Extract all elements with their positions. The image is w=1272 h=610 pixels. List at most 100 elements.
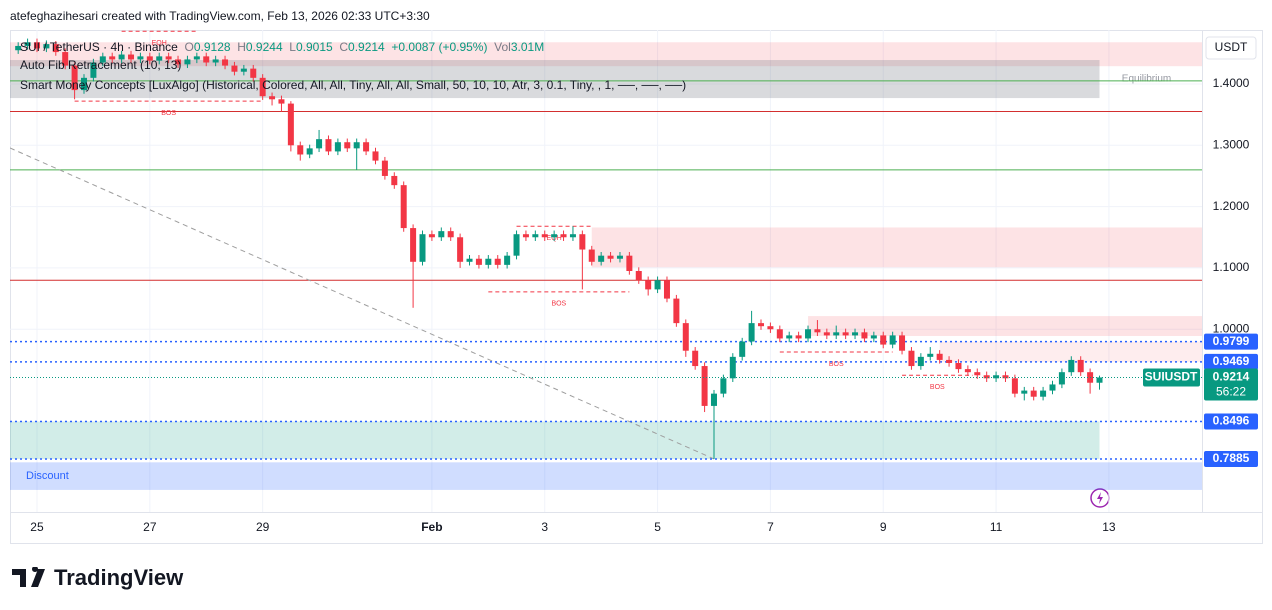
candle-body xyxy=(353,142,360,149)
candle-body xyxy=(109,56,116,60)
candle-body xyxy=(344,142,351,149)
candle-body xyxy=(165,56,172,60)
price-label-box xyxy=(1204,368,1258,401)
zone xyxy=(10,462,1202,490)
zone xyxy=(10,42,1202,67)
candle-body xyxy=(287,103,294,146)
y-tick-label: 1.4000 xyxy=(1213,76,1250,90)
candle-body xyxy=(231,65,238,72)
candle-body xyxy=(569,234,576,238)
candle-body xyxy=(175,59,182,65)
y-tick-label: 1.3000 xyxy=(1213,137,1250,151)
candle-body xyxy=(645,280,652,290)
candle-body xyxy=(1011,378,1018,394)
candle-body xyxy=(758,323,765,327)
symbol-label-box xyxy=(1143,368,1200,387)
candle-body xyxy=(1002,375,1009,379)
candle-body xyxy=(654,280,661,290)
candle-body xyxy=(494,258,501,265)
candle-body xyxy=(400,185,407,229)
candle-body xyxy=(325,139,332,152)
candle-body xyxy=(833,332,840,336)
currency: USDT xyxy=(1215,40,1248,54)
level-label: 0.9469 xyxy=(1213,354,1250,368)
candle-body xyxy=(99,56,106,63)
o-value: 0.9128 xyxy=(193,40,231,54)
c-value: 0.9214 xyxy=(348,40,385,54)
o-label: O xyxy=(184,40,194,54)
candle-body xyxy=(748,323,755,342)
candle-body xyxy=(955,362,962,370)
candle-body xyxy=(1040,390,1047,397)
candle-body xyxy=(306,148,313,155)
candle-body xyxy=(90,62,97,78)
candle-body xyxy=(993,375,1000,379)
candle-body xyxy=(259,77,266,97)
h-value: 0.9244 xyxy=(245,40,283,54)
level-label: 0.9799 xyxy=(1213,334,1250,348)
indicator[interactable]: Auto Fib Retracement (10, 13) xyxy=(20,58,182,72)
candle-body xyxy=(946,359,953,363)
candle-body xyxy=(269,96,276,100)
l-label: L xyxy=(289,40,296,54)
countdown: 56:22 xyxy=(1216,385,1246,399)
price-label: 0.9214 xyxy=(1213,370,1250,384)
candle-body xyxy=(391,175,398,186)
indicator[interactable]: Smart Money Concepts [LuxAlgo] (Historic… xyxy=(20,78,687,92)
level-label-box xyxy=(1204,333,1258,350)
x-tick-label: 5 xyxy=(654,520,661,534)
candle-body xyxy=(729,356,736,379)
candle-body xyxy=(212,59,219,63)
candle-body xyxy=(701,366,708,406)
vol-value: 3.01M xyxy=(510,40,545,54)
zone xyxy=(939,341,1202,362)
candle-body xyxy=(466,258,473,262)
candle-body xyxy=(861,332,868,339)
candle-body xyxy=(899,335,906,351)
candle-body xyxy=(334,142,341,152)
candle-body xyxy=(62,52,69,66)
candle-body xyxy=(786,335,793,339)
candle-body xyxy=(278,99,285,104)
candle-body xyxy=(682,323,689,351)
footer: TradingView xyxy=(12,565,183,591)
candle-body xyxy=(71,65,78,91)
candle-body xyxy=(889,335,896,345)
candle-body xyxy=(410,228,417,262)
candle-body xyxy=(560,234,567,238)
level-label-box xyxy=(1204,450,1258,467)
candle-body xyxy=(964,369,971,373)
h-label: H xyxy=(237,40,246,54)
level-label: 0.7885 xyxy=(1213,451,1250,465)
zone xyxy=(808,316,1202,337)
candle-body xyxy=(626,255,633,271)
candle-body xyxy=(607,255,614,259)
x-tick-label: 11 xyxy=(990,520,1003,534)
candle-body xyxy=(842,332,849,336)
candle-body xyxy=(692,350,699,367)
candle-body xyxy=(616,255,623,259)
vol-label: Vol xyxy=(494,40,511,54)
candle-body xyxy=(1058,372,1065,385)
candle-body xyxy=(128,54,135,60)
zone xyxy=(591,227,1202,268)
structure-label: BOS xyxy=(161,110,176,117)
x-tick-label: 13 xyxy=(1102,520,1116,534)
y-tick-label: 1.1000 xyxy=(1213,260,1250,274)
candle-body xyxy=(823,332,830,336)
x-tick-label: 27 xyxy=(143,520,157,534)
candle-body xyxy=(222,59,229,66)
candle-body xyxy=(297,145,304,155)
candle-body xyxy=(720,378,727,394)
candle-body xyxy=(419,234,426,262)
candle-body xyxy=(635,271,642,281)
trendline xyxy=(10,147,715,460)
candle-body xyxy=(24,42,31,46)
candle-body xyxy=(673,298,680,324)
candle-body xyxy=(908,350,915,367)
zone xyxy=(10,421,1100,459)
currency-box[interactable] xyxy=(1205,36,1257,60)
candle-body xyxy=(522,234,529,238)
